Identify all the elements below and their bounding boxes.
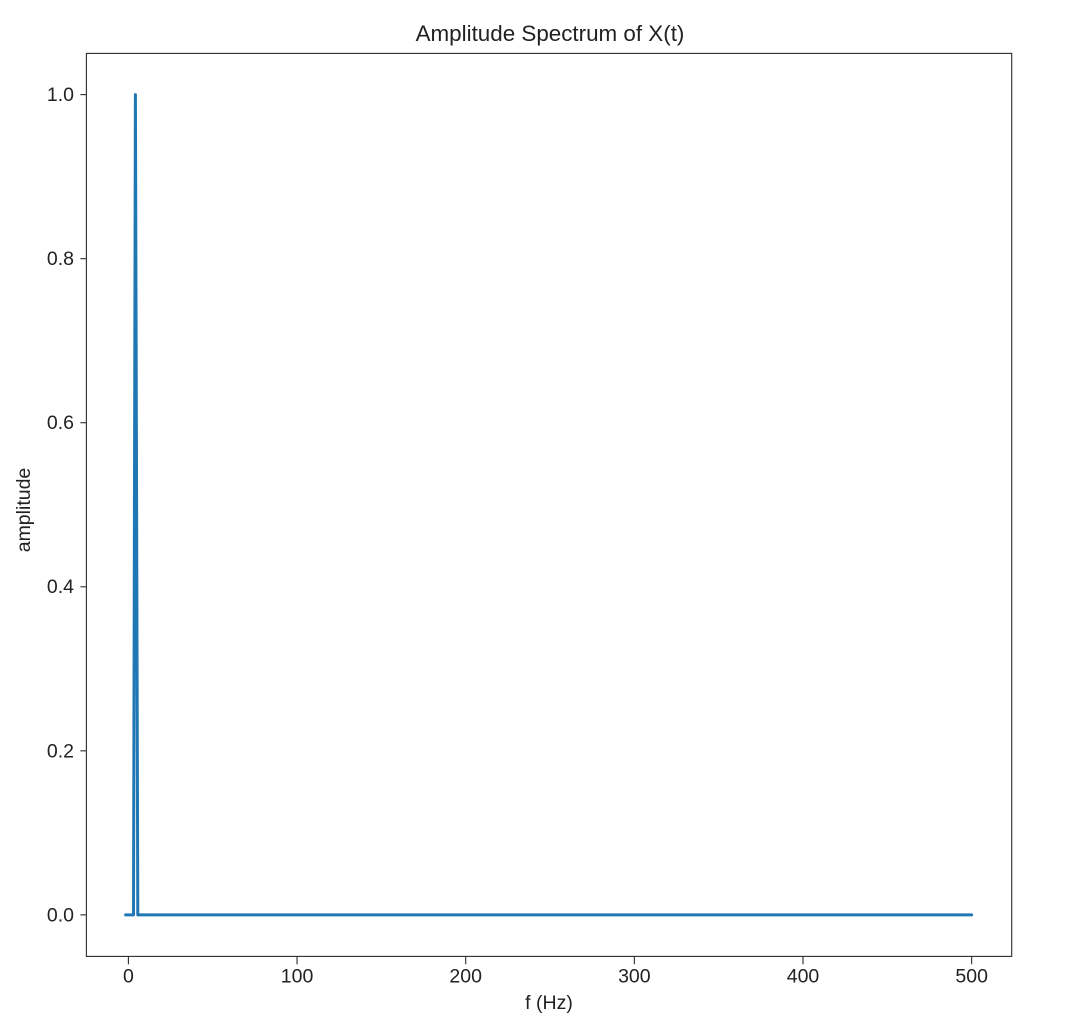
svg-text:0.4: 0.4 bbox=[47, 576, 74, 598]
svg-text:0.2: 0.2 bbox=[47, 740, 74, 762]
svg-text:100: 100 bbox=[281, 966, 314, 988]
svg-text:200: 200 bbox=[449, 966, 482, 988]
svg-text:0: 0 bbox=[123, 966, 134, 988]
svg-text:300: 300 bbox=[618, 966, 651, 988]
svg-text:0.8: 0.8 bbox=[47, 248, 74, 270]
svg-text:500: 500 bbox=[955, 966, 988, 988]
svg-text:0.0: 0.0 bbox=[47, 904, 74, 926]
svg-text:1.0: 1.0 bbox=[47, 84, 74, 106]
svg-text:400: 400 bbox=[787, 966, 820, 988]
svg-text:Amplitude Spectrum of X(t): Amplitude Spectrum of X(t) bbox=[416, 21, 685, 46]
svg-text:0.6: 0.6 bbox=[47, 412, 74, 434]
svg-text:amplitude: amplitude bbox=[13, 468, 35, 553]
svg-text:f (Hz): f (Hz) bbox=[525, 992, 573, 1014]
